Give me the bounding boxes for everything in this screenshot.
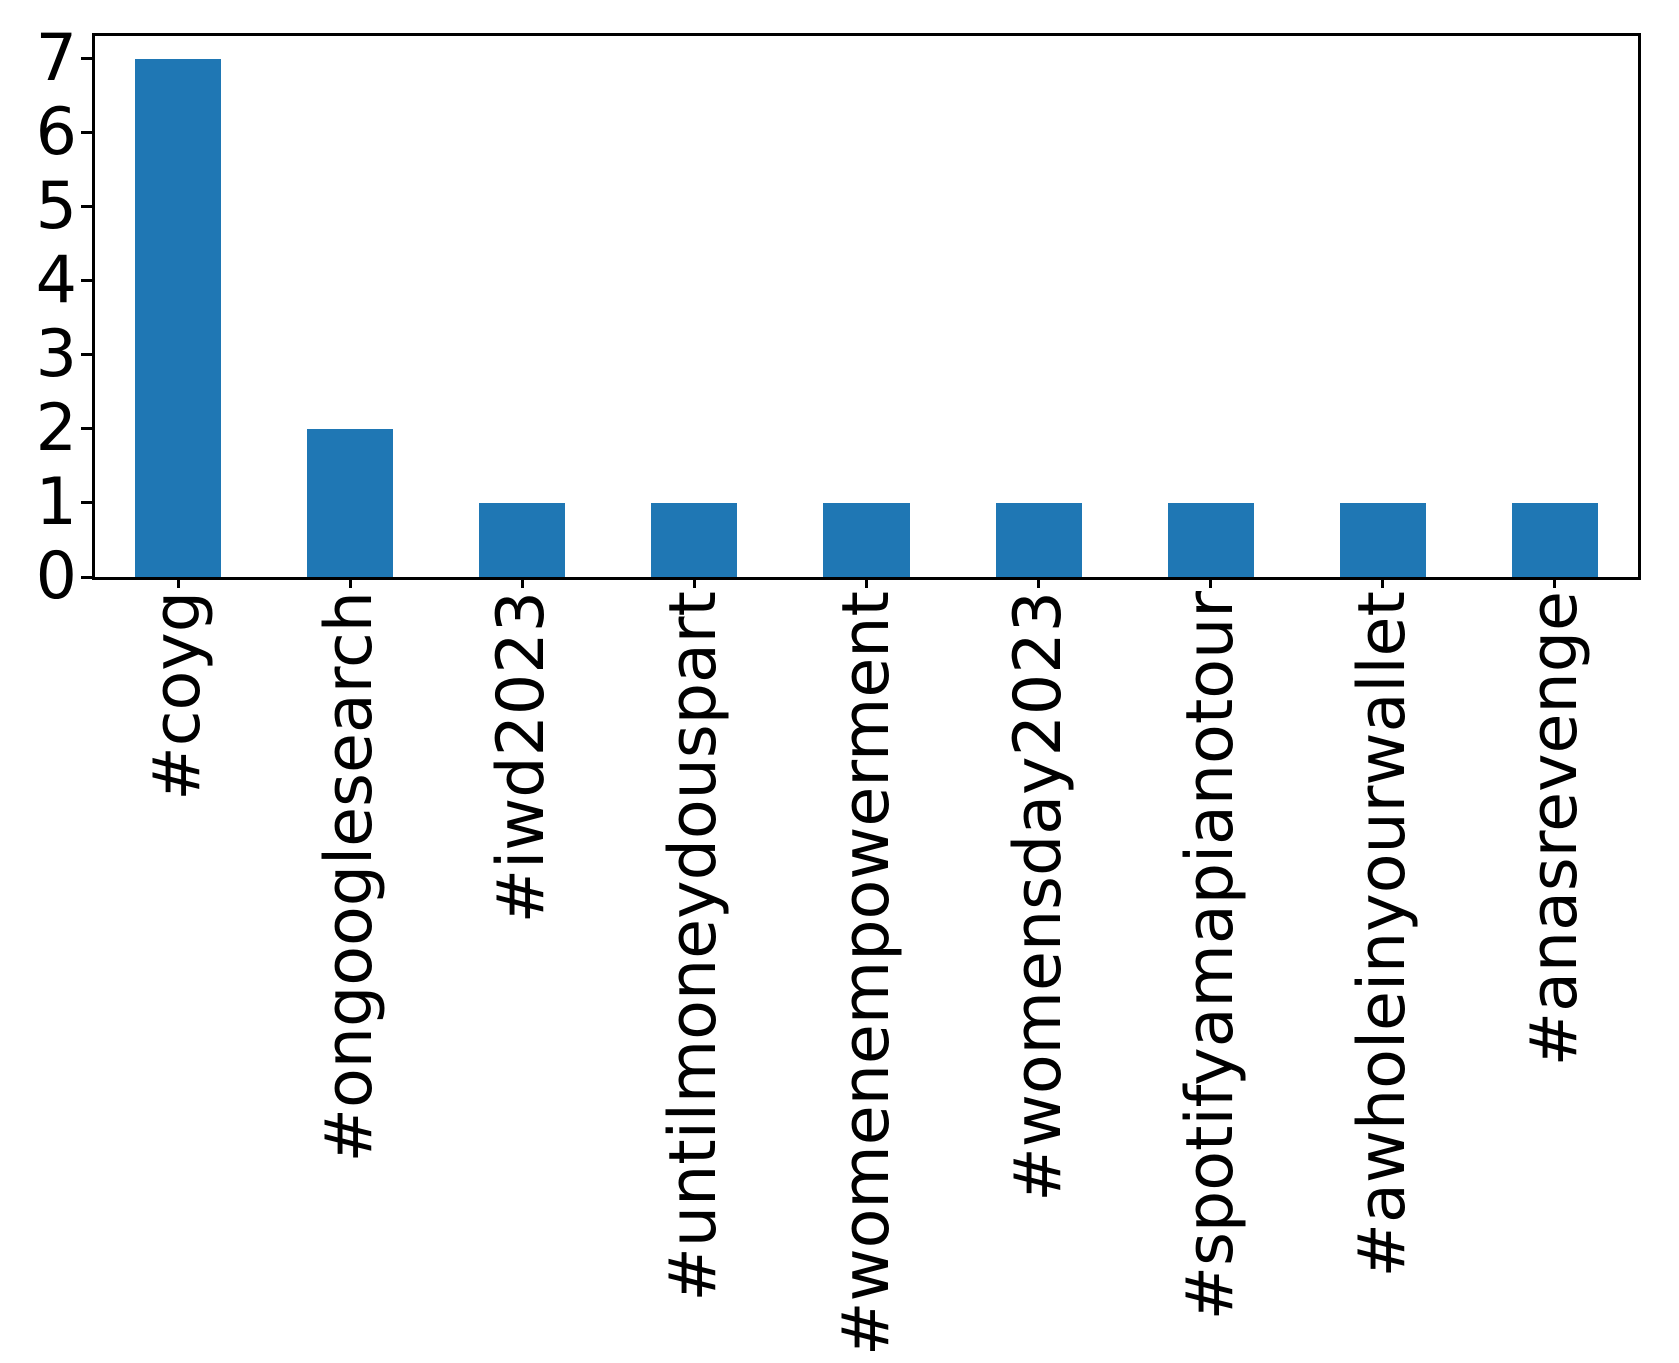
x-category-label: #anasrevenge xyxy=(1516,591,1592,1067)
x-tick xyxy=(1381,577,1385,588)
bar-5 xyxy=(995,502,1082,577)
x-category-label: #spotifyamapianotour xyxy=(1172,591,1248,1321)
x-category-label: #awholeinyourwallet xyxy=(1344,591,1420,1278)
x-category-label: #womenempowerment xyxy=(828,591,904,1356)
y-tick-label: 7 xyxy=(35,20,77,96)
x-category-label: #untilmoneydouspart xyxy=(656,591,732,1302)
bar-0 xyxy=(135,58,222,577)
y-tick-label: 2 xyxy=(35,390,77,466)
x-tick xyxy=(865,577,868,588)
x-category-label: #coyg xyxy=(139,591,215,801)
bar-1 xyxy=(307,428,394,577)
y-tick-label: 6 xyxy=(35,94,77,170)
bar-6 xyxy=(1167,502,1254,577)
x-category-label: #womensday2023 xyxy=(1000,591,1076,1202)
y-tick xyxy=(81,57,92,61)
y-tick xyxy=(81,575,92,579)
x-category-label: #iwd2023 xyxy=(484,591,560,924)
y-tick xyxy=(81,131,92,135)
x-tick xyxy=(1553,577,1557,588)
y-tick xyxy=(81,353,92,357)
y-tick-label: 5 xyxy=(35,168,77,244)
x-tick xyxy=(1037,577,1041,588)
y-tick xyxy=(81,279,92,283)
x-tick xyxy=(348,577,352,588)
plot-area xyxy=(92,33,1641,580)
y-tick-label: 3 xyxy=(35,316,77,392)
bar-7 xyxy=(1339,502,1426,577)
bar-3 xyxy=(651,502,738,577)
x-tick xyxy=(176,577,180,588)
bar-8 xyxy=(1511,502,1598,577)
y-tick-label: 4 xyxy=(35,242,77,318)
y-tick xyxy=(81,501,92,505)
bar-2 xyxy=(479,502,566,577)
y-tick xyxy=(81,427,92,431)
bar-4 xyxy=(823,502,910,577)
x-tick xyxy=(692,577,696,588)
x-tick xyxy=(520,577,524,588)
y-tick-label: 1 xyxy=(35,464,77,540)
x-category-label: #ongooglesearch xyxy=(312,591,388,1163)
y-tick xyxy=(81,205,92,209)
y-tick-label: 0 xyxy=(35,539,77,614)
x-tick xyxy=(1209,577,1213,588)
